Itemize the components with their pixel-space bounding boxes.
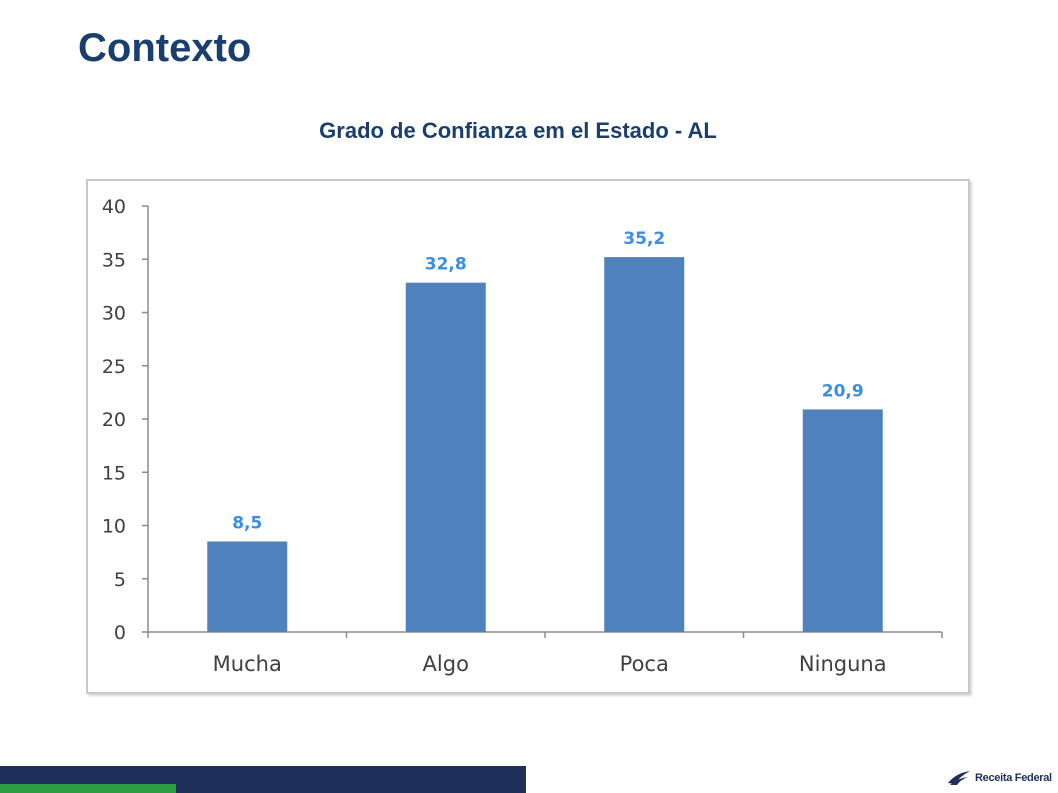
y-tick-label: 0: [114, 622, 126, 644]
data-labels: 8,5 32,8 35,2 20,9: [232, 229, 864, 533]
data-label: 8,5: [232, 513, 262, 533]
brand-name: Receita Federal: [975, 772, 1052, 784]
y-tick-label: 15: [102, 462, 126, 484]
x-tick-label: Ninguna: [799, 652, 887, 676]
y-tick-label: 30: [102, 303, 126, 325]
y-tick-label: 10: [102, 516, 126, 538]
x-tick-label: Poca: [620, 652, 669, 676]
x-tick-label: Mucha: [213, 652, 282, 676]
y-axis: 0 5 10 15 20 25 30 35 40: [102, 196, 149, 644]
x-tick-label: Algo: [423, 652, 469, 676]
data-label: 35,2: [623, 229, 665, 249]
y-tick-label: 40: [102, 196, 126, 218]
y-tick-label: 20: [102, 409, 126, 431]
chart-title: Grado de Confianza em el Estado - AL: [319, 118, 717, 143]
data-label: 32,8: [425, 255, 467, 275]
footer-accent-bar: [0, 784, 176, 793]
y-tick-label: 35: [102, 249, 126, 271]
bars: [207, 257, 883, 632]
y-tick-label: 5: [114, 569, 126, 591]
y-tick-label: 25: [102, 356, 126, 378]
bar-mucha: [207, 541, 288, 632]
page-title: Contexto: [78, 26, 252, 70]
x-axis: Mucha Algo Poca Ninguna: [147, 631, 943, 676]
data-label: 20,9: [822, 381, 864, 401]
bar-poca: [604, 257, 685, 632]
bar-ninguna: [802, 409, 883, 632]
receita-logo-icon: [948, 771, 970, 785]
brand-logo: Receita Federal: [946, 768, 1056, 788]
bar-algo: [405, 282, 486, 632]
